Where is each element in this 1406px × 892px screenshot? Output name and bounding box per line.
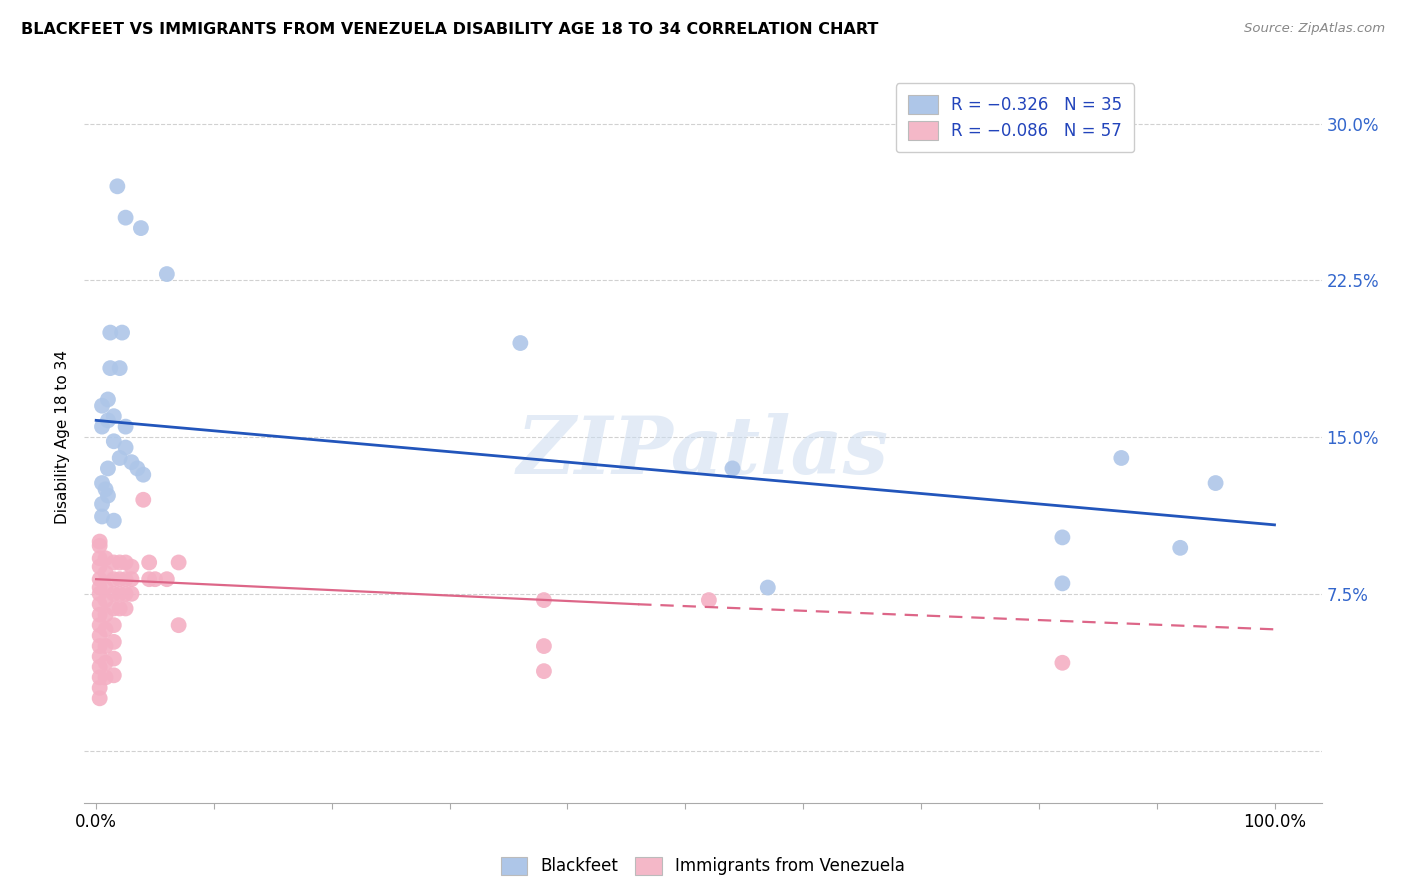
Point bbox=[97, 489, 120, 503]
Point bbox=[98, 361, 121, 376]
Point bbox=[533, 639, 555, 653]
Point bbox=[103, 556, 125, 570]
Point bbox=[103, 587, 125, 601]
Point bbox=[167, 618, 190, 632]
Text: BLACKFEET VS IMMIGRANTS FROM VENEZUELA DISABILITY AGE 18 TO 34 CORRELATION CHART: BLACKFEET VS IMMIGRANTS FROM VENEZUELA D… bbox=[21, 22, 879, 37]
Point bbox=[114, 587, 136, 601]
Point bbox=[121, 559, 143, 574]
Point bbox=[89, 534, 111, 549]
Legend: Blackfeet, Immigrants from Venezuela: Blackfeet, Immigrants from Venezuela bbox=[494, 850, 912, 882]
Point bbox=[111, 326, 134, 340]
Point bbox=[114, 441, 136, 455]
Point bbox=[509, 336, 531, 351]
Point bbox=[167, 556, 190, 570]
Point bbox=[1205, 476, 1227, 491]
Point bbox=[1111, 450, 1133, 465]
Point bbox=[103, 409, 125, 424]
Point bbox=[89, 597, 111, 611]
Point bbox=[114, 556, 136, 570]
Point bbox=[89, 649, 111, 664]
Point bbox=[156, 267, 179, 281]
Point bbox=[97, 392, 120, 407]
Point bbox=[94, 639, 117, 653]
Point bbox=[94, 551, 117, 566]
Point bbox=[89, 581, 111, 595]
Point bbox=[1052, 656, 1074, 670]
Point bbox=[108, 587, 131, 601]
Point bbox=[121, 572, 143, 586]
Legend: R = −0.326   N = 35, R = −0.086   N = 57: R = −0.326 N = 35, R = −0.086 N = 57 bbox=[896, 83, 1133, 152]
Point bbox=[121, 587, 143, 601]
Point bbox=[108, 556, 131, 570]
Point bbox=[108, 361, 131, 376]
Point bbox=[94, 593, 117, 607]
Point bbox=[98, 326, 121, 340]
Point bbox=[89, 639, 111, 653]
Point bbox=[89, 559, 111, 574]
Point bbox=[114, 419, 136, 434]
Text: Source: ZipAtlas.com: Source: ZipAtlas.com bbox=[1244, 22, 1385, 36]
Point bbox=[756, 581, 779, 595]
Point bbox=[89, 607, 111, 622]
Point bbox=[91, 419, 114, 434]
Point bbox=[143, 572, 166, 586]
Point bbox=[697, 593, 720, 607]
Point bbox=[103, 651, 125, 665]
Point bbox=[103, 601, 125, 615]
Point bbox=[156, 572, 179, 586]
Point bbox=[89, 618, 111, 632]
Point bbox=[138, 572, 160, 586]
Point bbox=[103, 635, 125, 649]
Point bbox=[97, 413, 120, 427]
Y-axis label: Disability Age 18 to 34: Disability Age 18 to 34 bbox=[55, 350, 70, 524]
Point bbox=[89, 629, 111, 643]
Point bbox=[89, 670, 111, 684]
Point bbox=[103, 434, 125, 449]
Point bbox=[89, 691, 111, 706]
Point bbox=[89, 539, 111, 553]
Point bbox=[533, 664, 555, 678]
Point bbox=[89, 660, 111, 674]
Point bbox=[1052, 530, 1074, 544]
Point bbox=[89, 551, 111, 566]
Point bbox=[114, 572, 136, 586]
Point bbox=[108, 450, 131, 465]
Point bbox=[97, 461, 120, 475]
Point bbox=[533, 593, 555, 607]
Point bbox=[94, 581, 117, 595]
Point bbox=[91, 399, 114, 413]
Point bbox=[94, 623, 117, 637]
Point bbox=[721, 461, 744, 475]
Point bbox=[108, 572, 131, 586]
Point bbox=[132, 467, 155, 482]
Point bbox=[127, 461, 149, 475]
Point bbox=[129, 221, 152, 235]
Point bbox=[1168, 541, 1191, 555]
Point bbox=[105, 179, 128, 194]
Point bbox=[132, 492, 155, 507]
Point bbox=[108, 601, 131, 615]
Point bbox=[1052, 576, 1074, 591]
Point bbox=[89, 681, 111, 695]
Point bbox=[114, 601, 136, 615]
Point bbox=[103, 618, 125, 632]
Point bbox=[94, 483, 117, 497]
Point bbox=[91, 497, 114, 511]
Point bbox=[94, 656, 117, 670]
Text: ZIPatlas: ZIPatlas bbox=[517, 413, 889, 491]
Point bbox=[89, 587, 111, 601]
Point bbox=[94, 566, 117, 580]
Point bbox=[94, 607, 117, 622]
Point bbox=[91, 509, 114, 524]
Point bbox=[103, 572, 125, 586]
Point bbox=[91, 476, 114, 491]
Point bbox=[103, 668, 125, 682]
Point bbox=[103, 514, 125, 528]
Point bbox=[114, 211, 136, 225]
Point bbox=[121, 455, 143, 469]
Point bbox=[138, 556, 160, 570]
Point bbox=[89, 572, 111, 586]
Point bbox=[94, 670, 117, 684]
